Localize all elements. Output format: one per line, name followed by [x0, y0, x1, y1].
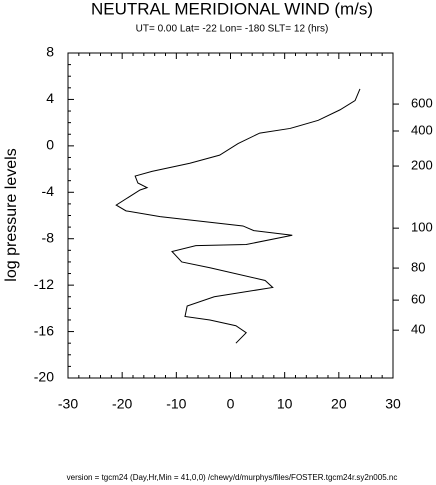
- y-tick-label: -4: [42, 183, 55, 199]
- right-tick-label: 60: [411, 292, 425, 307]
- right-tick-label: 400: [411, 122, 433, 137]
- x-tick-label: -10: [166, 396, 186, 412]
- y-tick-label: 8: [46, 44, 54, 60]
- right-tick-label: 40: [411, 322, 425, 337]
- y-tick-label: 0: [46, 137, 54, 153]
- x-tick-label: 10: [277, 396, 293, 412]
- x-tick-label: 30: [385, 396, 401, 412]
- chart-title: NEUTRAL MERIDIONAL WIND (m/s): [91, 0, 373, 18]
- y-tick-label: -20: [34, 369, 54, 385]
- y-tick-label: -12: [34, 276, 54, 292]
- x-tick-label: 20: [331, 396, 347, 412]
- right-tick-label: 600: [411, 96, 433, 111]
- y-tick-label: -16: [34, 322, 54, 338]
- y-tick-label: 4: [46, 90, 54, 106]
- plot-frame: [67, 52, 394, 379]
- data-line: [115, 88, 361, 344]
- y-axis-label: log pressure levels: [3, 148, 20, 281]
- right-tick-label: 80: [411, 260, 425, 275]
- right-tick-label: 200: [411, 157, 433, 172]
- x-tick-label: 0: [227, 396, 235, 412]
- x-tick-label: -30: [58, 396, 78, 412]
- x-tick-label: -20: [112, 396, 132, 412]
- right-tick-label: 100: [411, 220, 433, 235]
- footer: version = tgcm24 (Day,Hr,Min = 41,0,0) /…: [67, 473, 398, 482]
- y-tick-label: -8: [42, 229, 55, 245]
- chart-subtitle: UT= 0.00 Lat= -22 Lon= -180 SLT= 12 (hrs…: [136, 24, 329, 35]
